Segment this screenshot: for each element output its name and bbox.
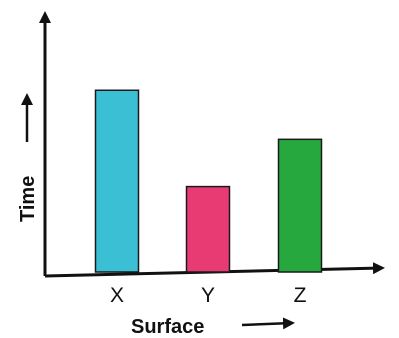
tick-label-z: Z — [294, 284, 307, 307]
tick-label-y: Y — [201, 284, 215, 307]
bar-z — [277, 138, 323, 273]
x-axis-label-arrow — [241, 317, 295, 330]
bars-group — [94, 89, 323, 273]
x-axis-label: Surface — [131, 316, 204, 338]
tick-label-x: X — [110, 284, 124, 307]
bar-y — [185, 185, 231, 273]
y-axis-label: Time — [17, 176, 39, 222]
bar-x — [94, 89, 140, 273]
tick-labels-group: X Y Z — [110, 284, 307, 307]
